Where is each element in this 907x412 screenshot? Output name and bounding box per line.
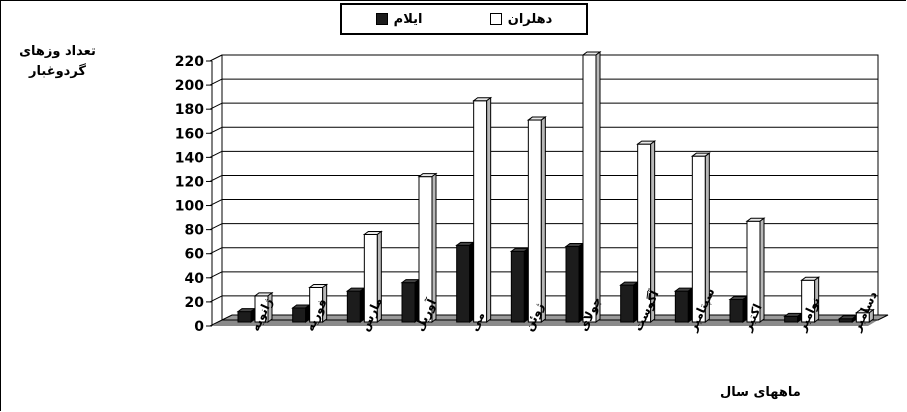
bar-dehloran (362, 230, 383, 323)
y-tick-label: 80 (185, 223, 205, 239)
bar-dehloran (308, 283, 329, 323)
bar-dehloran (581, 51, 602, 323)
y-tick-label: 100 (175, 199, 204, 215)
plot-wall (221, 54, 879, 321)
y-tick-label: 120 (175, 174, 204, 190)
bar-ilam (564, 242, 585, 323)
bar-dehloran (745, 217, 766, 323)
bar-dehloran (636, 140, 657, 323)
bar-ilam (728, 295, 749, 323)
y-tick-label: 140 (175, 150, 204, 166)
y-tick-label: 200 (175, 78, 204, 94)
y-axis-label-line1: تعداد وزهای (19, 44, 96, 59)
legend-item-ilam: ایلام (375, 11, 423, 27)
bar-ilam (291, 303, 312, 323)
bar-ilam (673, 287, 694, 323)
legend-swatch-dehloran (489, 13, 502, 25)
bar-dehloran (854, 308, 875, 323)
y-axis-label-line2: گردوغبار (29, 64, 86, 79)
legend-swatch-ilam (375, 13, 388, 25)
y-tick-label: 220 (175, 54, 204, 70)
bar-ilam (619, 281, 640, 323)
y-tick-label: 0 (194, 319, 204, 335)
y-tick-label: 160 (175, 126, 204, 142)
legend: دهلران ایلام (340, 3, 588, 35)
bar-dehloran (800, 276, 821, 323)
y-tick-label: 20 (185, 295, 205, 311)
bar-ilam (837, 314, 858, 323)
legend-label-ilam: ایلام (393, 11, 423, 27)
bar-ilam (455, 241, 476, 323)
bar-dehloran (690, 152, 711, 323)
legend-item-dehloran: دهلران (489, 11, 553, 27)
y-tick-label: 60 (185, 247, 205, 263)
x-axis-label: ماههای سال (720, 385, 801, 400)
bar-ilam (509, 247, 530, 323)
legend-label-dehloran: دهلران (507, 11, 553, 27)
y-tick-label: 180 (175, 102, 204, 118)
y-tick-label: 40 (185, 271, 205, 287)
bar-dehloran (253, 291, 274, 323)
gridline-depth (209, 54, 223, 62)
bar-dehloran (417, 172, 438, 323)
bar-dehloran (472, 96, 493, 323)
bar-dehloran (526, 116, 547, 323)
bar-ilam (783, 312, 804, 323)
